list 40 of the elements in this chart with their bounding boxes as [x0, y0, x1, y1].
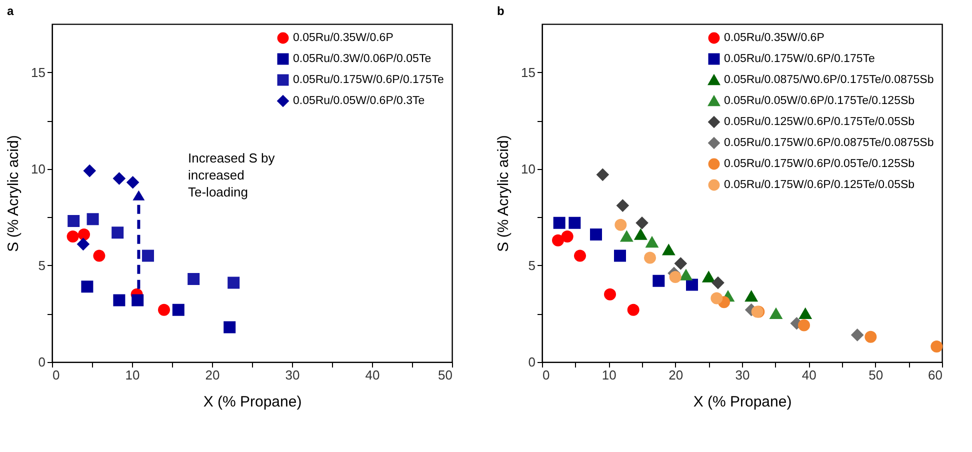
x-tick-label: 30 [285, 368, 300, 382]
y-tick-label: 0 [528, 354, 536, 370]
x-tick-label: 20 [205, 368, 220, 382]
y-axis-title: S (% Acrylic acid) [5, 135, 22, 252]
legend-label: 0.05Ru/0.175W/0.6P/0.175Te [293, 74, 444, 86]
y-tick-label: 10 [31, 161, 46, 176]
x-axis-title: X (% Propane) [693, 394, 792, 410]
legend-label: 0.05Ru/0.05W/0.6P/0.3Te [293, 95, 425, 107]
x-tick-label: 50 [438, 368, 452, 382]
legend-label: 0.05Ru/0.0875/W0.6P/0.175Te/0.0875Sb [724, 74, 934, 86]
x-tick-label: 30 [735, 368, 750, 382]
y-tick-label: 15 [31, 64, 46, 80]
y-axis-title: S (% Acrylic acid) [495, 135, 512, 252]
x-tick-label: 40 [365, 368, 380, 382]
legend-label: 0.05Ru/0.175W/0.6P/0.175Te [724, 53, 875, 65]
x-tick-label: 0 [542, 368, 550, 382]
x-tick-label: 40 [802, 368, 816, 382]
y-tick-label: 5 [38, 258, 46, 273]
chart-title: a [7, 4, 14, 18]
y-tick-label: 5 [528, 258, 536, 273]
x-tick-label: 0 [52, 368, 60, 382]
y-tick-label: 0 [38, 354, 46, 370]
x-axis-title: X (% Propane) [203, 394, 302, 410]
legend-label: 0.05Ru/0.35W/0.6P [724, 32, 825, 44]
legend-label: 0.05Ru/0.175W/0.6P/0.0875Te/0.0875Sb [724, 137, 934, 149]
legend-label: 0.05Ru/0.125W/0.6P/0.175Te/0.05Sb [724, 116, 915, 128]
y-tick-label: 15 [521, 64, 536, 80]
annotation: Increased S by increased Te-loading [188, 150, 276, 200]
x-tick-label: 20 [668, 368, 684, 382]
chart-title: b [497, 4, 504, 18]
x-tick-label: 50 [868, 368, 884, 382]
legend-label: 0.05Ru/0.3W/0.06P/0.05Te [293, 53, 432, 65]
x-tick-label: 10 [125, 368, 140, 382]
legend-label: 0.05Ru/0.175W/0.6P/0.125Te/0.05Sb [724, 179, 915, 191]
y-tick-label: 10 [521, 161, 536, 176]
legend-label: 0.05Ru/0.05W/0.6P/0.175Te/0.125Sb [724, 95, 915, 107]
x-tick-label: 60 [928, 368, 942, 382]
x-tick-label: 10 [602, 368, 616, 382]
legend-label: 0.05Ru/0.35W/0.6P [293, 32, 394, 44]
legend-label: 0.05Ru/0.175W/0.6P/0.05Te/0.125Sb [724, 158, 915, 170]
